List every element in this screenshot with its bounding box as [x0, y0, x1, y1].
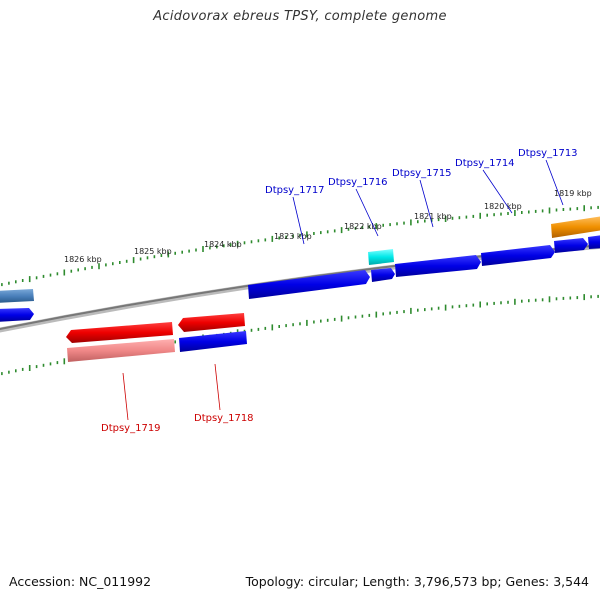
label-leaders	[122, 159, 564, 421]
gene-arrow-small-forward[interactable]	[371, 268, 395, 282]
gene-arrow-dtpsy-1718[interactable]	[178, 313, 245, 332]
gene-labels: Dtpsy_1717 Dtpsy_1716 Dtpsy_1715 Dtpsy_1…	[101, 148, 578, 434]
genome-summary-text: Topology: circular; Length: 3,796,573 bp…	[245, 574, 589, 589]
gene-label-dtpsy-1713[interactable]: Dtpsy_1713	[518, 148, 578, 159]
gene-label-dtpsy-1719[interactable]: Dtpsy_1719	[101, 423, 161, 434]
scale-labels: 1826 kbp 1825 kbp 1824 kbp 1823 kbp 1822…	[64, 189, 592, 264]
scale-label-1824: 1824 kbp	[204, 240, 242, 249]
gene-arrow-offscreen-right[interactable]	[588, 235, 600, 249]
gene-arrow-steelblue[interactable]	[0, 289, 34, 303]
leader-dtpsy-1719	[122, 372, 129, 421]
gene-arrow-red-upper-left[interactable]	[66, 322, 173, 343]
leader-dtpsy-1715	[419, 179, 434, 228]
gene-label-dtpsy-1715[interactable]: Dtpsy_1715	[392, 168, 452, 179]
gene-label-dtpsy-1714[interactable]: Dtpsy_1714	[455, 158, 515, 169]
gene-arrow-dtpsy-1713[interactable]	[554, 238, 588, 253]
map-title: Acidovorax ebreus TPSY, complete genome	[153, 9, 447, 24]
scale-label-1822: 1822 kbp	[344, 222, 382, 231]
leader-dtpsy-1714	[482, 169, 513, 214]
accession-text: Accession: NC_011992	[9, 574, 152, 589]
gene-label-dtpsy-1718[interactable]: Dtpsy_1718	[194, 413, 254, 424]
gene-arrow-dtpsy-1715[interactable]	[395, 255, 481, 277]
leader-dtpsy-1713	[545, 159, 564, 206]
gene-label-dtpsy-1717[interactable]: Dtpsy_1717	[265, 185, 325, 196]
leader-dtpsy-1716	[355, 188, 379, 237]
gene-arrow-dtpsy-1717[interactable]	[248, 270, 370, 299]
gene-arrow-left-blue[interactable]	[0, 308, 34, 322]
gene-arrow-dtpsy-1719[interactable]	[67, 339, 175, 362]
leader-dtpsy-1717	[292, 196, 305, 245]
scale-label-1823: 1823 kbp	[274, 232, 312, 241]
forward-strand-genes	[0, 216, 600, 322]
scale-label-1819: 1819 kbp	[554, 189, 592, 198]
leader-dtpsy-1718	[214, 363, 221, 411]
scale-label-1820: 1820 kbp	[484, 202, 522, 211]
gene-label-dtpsy-1716[interactable]: Dtpsy_1716	[328, 177, 388, 188]
gene-arrow-blue-lower[interactable]	[179, 331, 247, 352]
gene-arrow-orange[interactable]	[551, 216, 600, 238]
scale-label-1826: 1826 kbp	[64, 255, 102, 264]
scale-ticks-outer	[1, 205, 599, 287]
gene-arrow-dtpsy-1716[interactable]	[368, 249, 394, 265]
scale-label-1821: 1821 kbp	[414, 212, 452, 221]
gene-arrow-dtpsy-1714[interactable]	[481, 245, 555, 266]
scale-label-1825: 1825 kbp	[134, 247, 172, 256]
reverse-strand-genes	[66, 313, 247, 362]
